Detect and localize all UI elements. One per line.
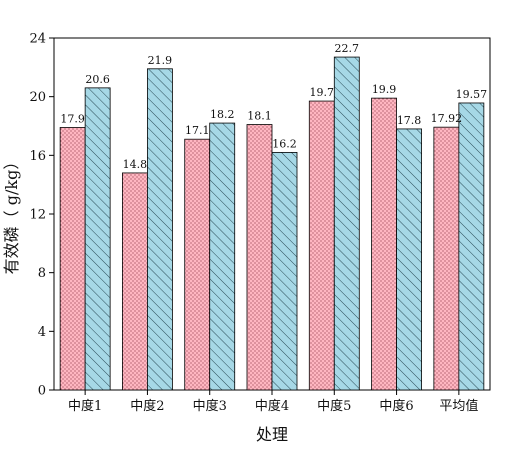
data-label: 14.8 bbox=[123, 158, 148, 171]
x-tick-label: 中度3 bbox=[193, 398, 227, 414]
bar-series-2 bbox=[458, 102, 485, 391]
y-axis: 0 4 8 12 16 20 24 bbox=[29, 32, 54, 399]
y-axis-title: 有效磷（ g/kg） bbox=[2, 154, 21, 275]
data-label: 17.8 bbox=[397, 114, 422, 127]
y-tick-label: 0 bbox=[38, 384, 46, 399]
y-tick-label: 4 bbox=[38, 325, 46, 340]
x-tick-label: 平均值 bbox=[439, 398, 478, 414]
data-label: 18.1 bbox=[247, 110, 272, 123]
bar-series-1 bbox=[246, 124, 273, 391]
bar-series-1 bbox=[184, 138, 211, 391]
data-label: 20.6 bbox=[85, 73, 110, 86]
data-label: 16.2 bbox=[272, 137, 297, 150]
data-labels: 17.9 20.6 14.8 21.9 17.118.2 18.1 16.2 19.7 22.7… bbox=[60, 42, 487, 171]
y-tick-label: 8 bbox=[38, 266, 46, 281]
bar-series-1 bbox=[122, 172, 148, 391]
x-tick-label: 中度2 bbox=[130, 398, 164, 414]
data-label: 21.9 bbox=[148, 54, 173, 67]
data-label: 18.2 bbox=[210, 108, 235, 121]
bar-series-2 bbox=[209, 122, 236, 391]
bar-series-2 bbox=[84, 87, 111, 391]
data-label: 19.7 bbox=[310, 86, 335, 99]
y-tick-label: 16 bbox=[29, 149, 46, 164]
data-label: 22.7 bbox=[335, 42, 360, 55]
bar-series-1 bbox=[371, 97, 397, 391]
y-tick-label: 12 bbox=[29, 208, 46, 223]
data-label: 19.57 bbox=[456, 88, 488, 101]
x-tick-label: 中度4 bbox=[255, 398, 289, 414]
y-tick-label: 20 bbox=[29, 90, 46, 105]
bar-series-1 bbox=[59, 127, 86, 391]
bar-series-1 bbox=[308, 100, 335, 391]
bar-series-2 bbox=[396, 128, 422, 391]
x-tick-label: 中度6 bbox=[379, 398, 413, 414]
x-axis: 中度1 中度2 中度3 中度4 中度5 中度6 平均值 bbox=[68, 390, 478, 414]
bar-series-2 bbox=[333, 56, 360, 391]
data-label: 17.92 bbox=[431, 112, 463, 125]
bar-series-1 bbox=[433, 126, 460, 391]
x-tick-label: 中度1 bbox=[68, 398, 102, 414]
x-tick-label: 中度5 bbox=[317, 398, 351, 414]
x-axis-title: 处理 bbox=[256, 425, 288, 444]
y-tick-label: 24 bbox=[29, 32, 46, 47]
data-label: 19.9 bbox=[372, 83, 397, 96]
data-label: 17.9 bbox=[60, 112, 85, 125]
bars bbox=[59, 56, 485, 391]
data-label: 17.1 bbox=[185, 124, 210, 137]
bar-series-2 bbox=[271, 151, 298, 391]
bar-series-2 bbox=[147, 68, 173, 391]
